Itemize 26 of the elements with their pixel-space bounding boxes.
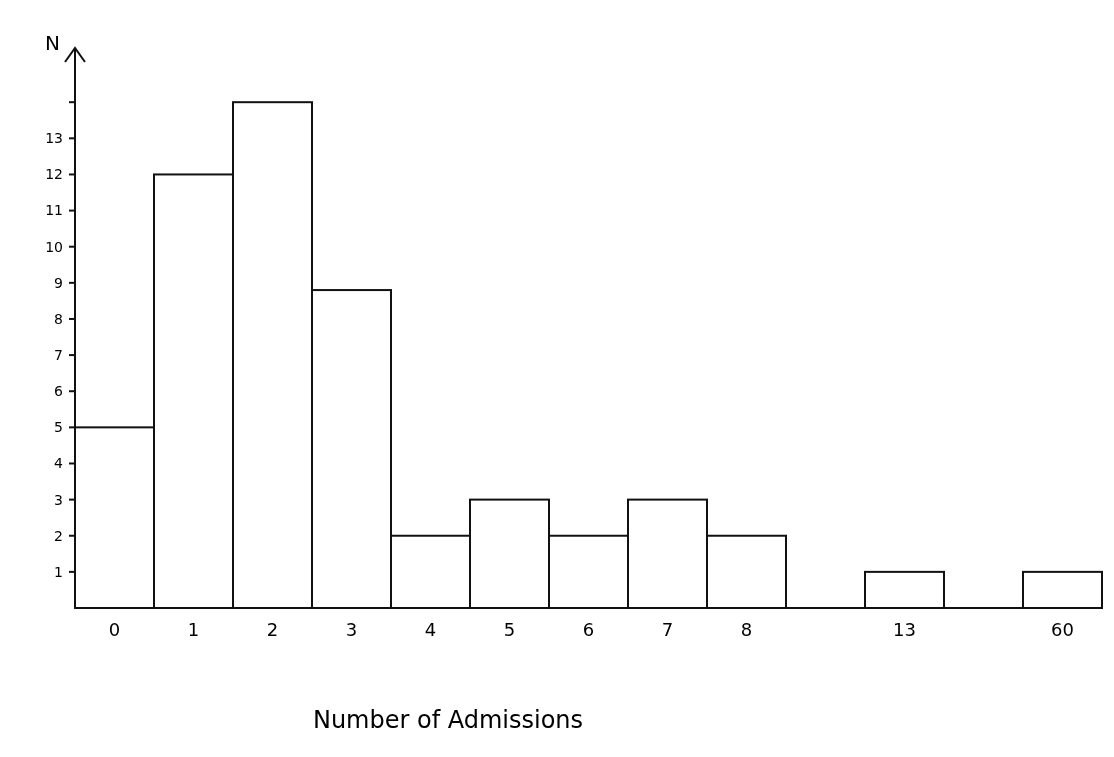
x-tick-label: 5 xyxy=(503,619,516,640)
y-tick-label: 10 xyxy=(45,238,63,255)
y-tick-label: 8 xyxy=(54,310,63,327)
y-tick-label: 12 xyxy=(45,166,63,183)
x-tick-label: 1 xyxy=(187,619,200,640)
y-tick-label: 11 xyxy=(45,202,63,219)
y-tick-label: 7 xyxy=(54,347,63,363)
x-axis-title: Number of Admissions xyxy=(312,706,584,734)
x-tick-label: 7 xyxy=(661,619,674,640)
y-tick-label: 6 xyxy=(54,383,64,400)
y-tick-label: 1 xyxy=(54,563,63,580)
x-tick-label: 2 xyxy=(266,619,279,640)
y-tick-label: 9 xyxy=(54,274,63,291)
y-tick-label: 2 xyxy=(54,527,63,544)
x-tick-label: 0 xyxy=(108,619,121,640)
y-tick-label: 5 xyxy=(54,419,63,436)
x-tick-label: 13 xyxy=(893,619,916,640)
x-tick-label: 3 xyxy=(345,619,358,640)
y-tick-label: 13 xyxy=(45,130,63,147)
x-tick-label: 8 xyxy=(740,619,753,640)
x-tick-label: 60 xyxy=(1051,619,1074,640)
y-axis-title: N xyxy=(45,31,60,55)
x-tick-label: 4 xyxy=(424,619,437,640)
y-tick-label: 4 xyxy=(54,455,64,472)
y-tick-label: 3 xyxy=(54,491,63,508)
x-tick-label: 6 xyxy=(582,619,595,640)
